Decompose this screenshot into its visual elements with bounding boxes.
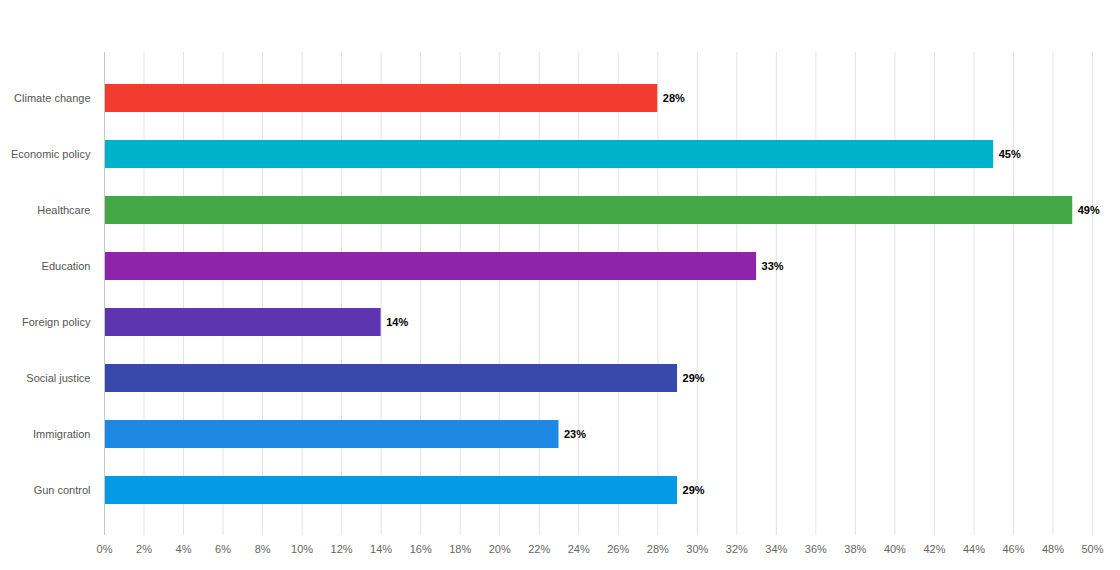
svg-text:Social justice: Social justice [26,372,90,384]
svg-text:40%: 40% [884,543,906,555]
svg-text:16%: 16% [410,543,432,555]
svg-text:18%: 18% [449,543,471,555]
svg-text:Gun control: Gun control [34,484,91,496]
svg-text:45%: 45% [999,148,1021,160]
svg-text:4%: 4% [176,543,192,555]
svg-text:22%: 22% [528,543,550,555]
svg-text:Foreign policy: Foreign policy [22,316,91,328]
svg-text:2%: 2% [136,543,152,555]
svg-text:Education: Education [42,260,91,272]
svg-text:26%: 26% [607,543,629,555]
svg-text:8%: 8% [255,543,271,555]
svg-text:38%: 38% [844,543,866,555]
svg-text:14%: 14% [386,316,408,328]
svg-text:33%: 33% [762,260,784,272]
svg-text:44%: 44% [963,543,985,555]
svg-text:Healthcare: Healthcare [37,204,90,216]
svg-text:28%: 28% [663,92,685,104]
svg-text:20%: 20% [489,543,511,555]
svg-text:42%: 42% [923,543,945,555]
svg-text:49%: 49% [1078,204,1100,216]
svg-text:Climate change: Climate change [14,92,90,104]
svg-text:32%: 32% [726,543,748,555]
svg-text:28%: 28% [647,543,669,555]
svg-text:0%: 0% [97,543,113,555]
svg-text:48%: 48% [1042,543,1064,555]
svg-text:34%: 34% [765,543,787,555]
svg-text:6%: 6% [215,543,231,555]
svg-text:Immigration: Immigration [33,428,90,440]
svg-text:50%: 50% [1081,543,1103,555]
svg-text:36%: 36% [805,543,827,555]
svg-text:12%: 12% [331,543,353,555]
svg-text:46%: 46% [1002,543,1024,555]
svg-text:10%: 10% [291,543,313,555]
svg-text:29%: 29% [683,372,705,384]
svg-text:23%: 23% [564,428,586,440]
svg-text:Economic policy: Economic policy [11,148,91,160]
svg-text:14%: 14% [370,543,392,555]
svg-text:24%: 24% [568,543,590,555]
svg-text:29%: 29% [683,484,705,496]
svg-text:30%: 30% [686,543,708,555]
